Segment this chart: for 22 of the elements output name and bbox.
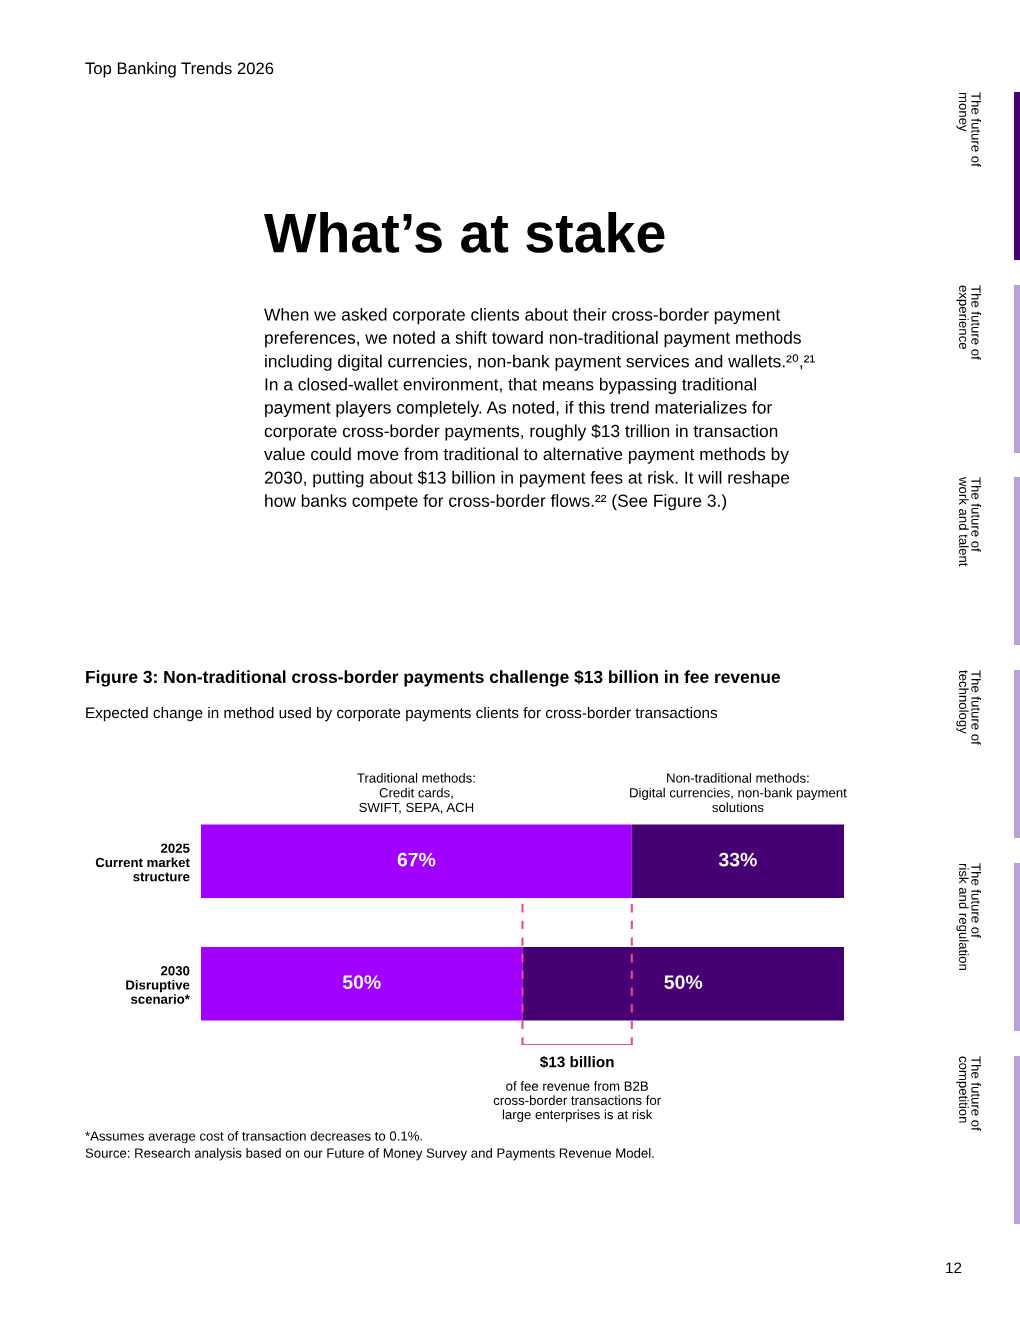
text: $13 billion of fee revenue from B2B cross-border transactions for large enterprises is at risk [493, 1055, 661, 1122]
text: The future of work and talent [959, 476, 981, 567]
chart-subtitle: Expected change in method used by corporate payments clients for cross-border transactions [86, 707, 718, 722]
text: 12 [946, 1262, 962, 1274]
series-label: Non-traditional methods: Digital currencies, non-bank payment solutions [630, 773, 847, 813]
text: Top Banking Trends 2026 [85, 62, 274, 78]
text: The future of experience [956, 285, 981, 360]
y-tick-label: 2030 Disruptive scenario* [126, 966, 190, 1004]
series-label: Traditional methods: Credit cards, SWIFT, SEPA, ACH [357, 773, 475, 814]
data-label: 67% [397, 852, 436, 867]
text: The future of competition [956, 1056, 981, 1131]
text: *Assumes average cost of transaction decreases to 0.1%. Source: Research analysis based on our Future of Money Survey and Payments Revenue Model. [85, 1131, 654, 1161]
y-tick-label: 2025 Current market structure [95, 843, 190, 882]
chart-title: Figure 3: Non-traditional cross-border payments challenge $13 billion in fee revenue [86, 670, 780, 687]
data-label: 50% [664, 975, 703, 989]
text: When we asked corporate clients about their cross-border payment preferences, we noted a shift toward non-traditional payment methods including digital currencies, non-bank payment services and wallets.²⁰,²¹ In a closed-wallet environment, that means bypassing traditional payment players completely. As noted, if this trend materializes for corporate cross-border payments, roughly $13 trillion in transaction value could move from traditional to alternative payment methods by 2030, putting about $13 billion in payment fees at risk. It will reshape how banks compete for cross-border flows.²² (See Figure 3.) [264, 308, 815, 511]
data-label: 33% [718, 852, 757, 867]
text: The future of technology [956, 670, 981, 745]
text: The future of money [956, 92, 981, 167]
text: What’s at stake [264, 212, 665, 253]
text: The future of risk and regulation [956, 863, 981, 970]
data-label: 50% [342, 975, 381, 989]
